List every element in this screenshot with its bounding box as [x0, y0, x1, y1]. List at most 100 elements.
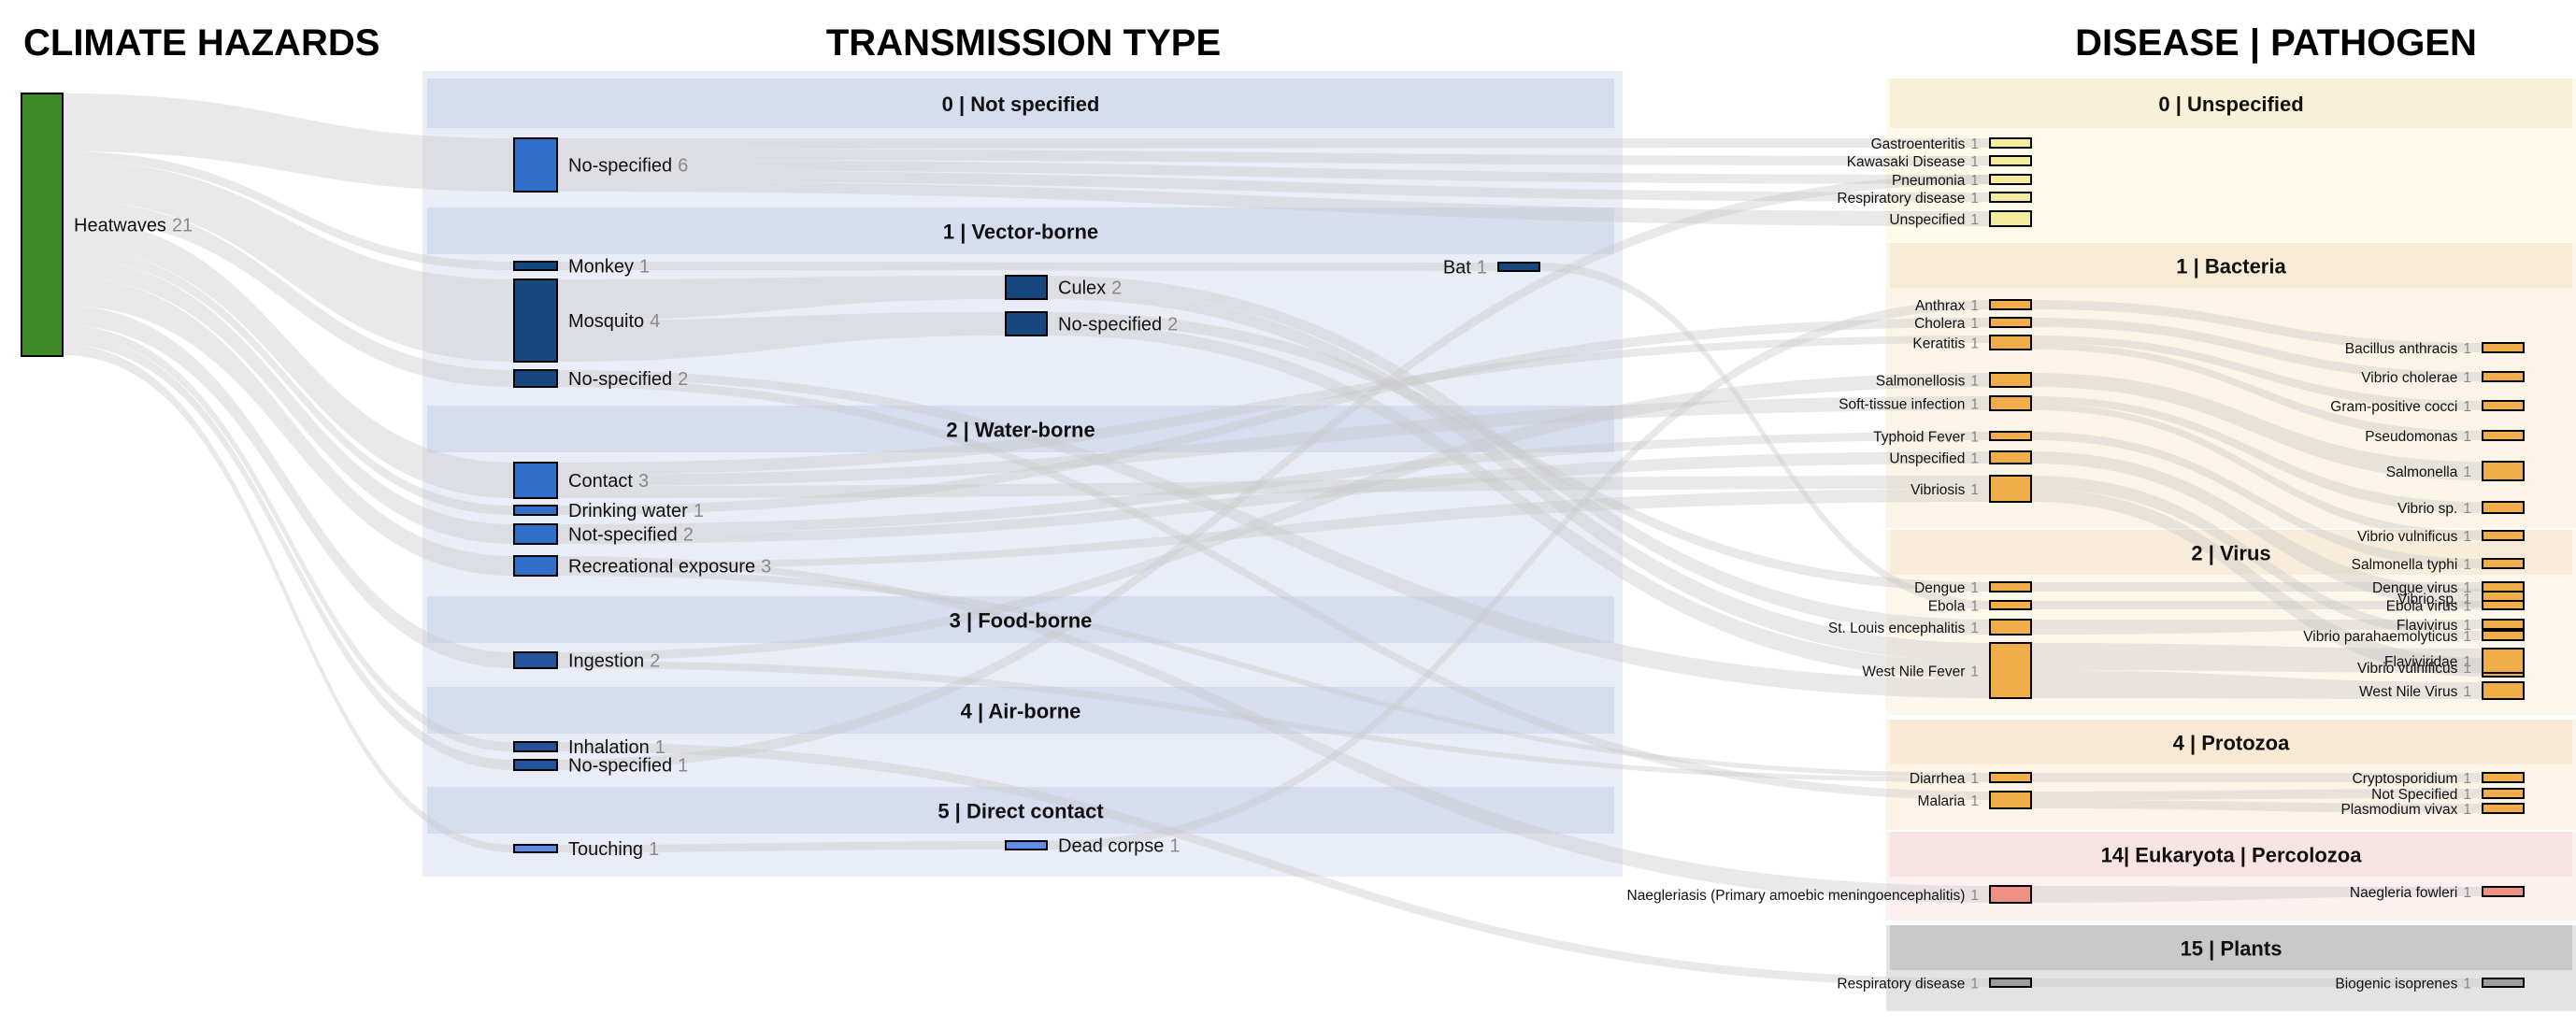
flow-link-respdiseasep-biogenic[interactable]: [2031, 978, 2483, 987]
node-vibriosp1[interactable]: [2482, 501, 2525, 514]
flow-link-contact-keratitis[interactable]: [557, 336, 1990, 475]
node-respdisease0[interactable]: [1989, 192, 2032, 203]
node-malaria[interactable]: [1989, 791, 2032, 809]
node-flaviviridae[interactable]: [2482, 648, 2525, 674]
flow-link-monkey-bat[interactable]: [557, 262, 1498, 271]
node-denguevirus[interactable]: [2482, 581, 2525, 593]
flow-link-ns6-pneumonia[interactable]: [557, 160, 1990, 184]
flow-link-dengue-denguevirus[interactable]: [2031, 582, 2483, 592]
flow-link-heatwaves-ingestion[interactable]: [63, 306, 514, 668]
flow-link-recreational-naegleriasis[interactable]: [557, 556, 1990, 903]
flow-link-heatwaves-nsvec[interactable]: [63, 200, 514, 387]
node-nfowleri[interactable]: [2482, 886, 2525, 897]
node-typhoid[interactable]: [1989, 431, 2032, 441]
flow-link-culex-stlouis[interactable]: [1047, 276, 1990, 635]
flow-link-contact-softtissue[interactable]: [557, 396, 1990, 486]
flow-link-typhoid-styphi[interactable]: [2031, 432, 2483, 568]
flow-link-nsvec-wnf[interactable]: [557, 370, 1990, 698]
node-contact[interactable]: [513, 462, 558, 499]
node-gastro[interactable]: [1989, 137, 2032, 149]
flow-link-drinking-cholera[interactable]: [557, 318, 1990, 515]
node-nswater[interactable]: [513, 523, 558, 545]
flow-link-diarrhea-crypto[interactable]: [2031, 773, 2483, 782]
node-culex[interactable]: [1005, 275, 1048, 300]
node-bacillus[interactable]: [2482, 342, 2525, 353]
flow-link-ns6-kawasaki[interactable]: [557, 149, 1990, 165]
node-respdiseasep[interactable]: [1989, 978, 2032, 988]
flow-link-vibriosis-vparahaem[interactable]: [2031, 476, 2483, 640]
flow-link-touching-deadcorpse[interactable]: [557, 841, 1006, 852]
flow-link-salmonellosis-salmonella[interactable]: [2031, 373, 2483, 480]
node-nsvec2[interactable]: [1005, 311, 1048, 336]
node-unspecified0[interactable]: [1989, 210, 2032, 227]
flow-link-heatwaves-nsair[interactable]: [63, 335, 514, 770]
node-salmonella[interactable]: [2482, 461, 2525, 481]
flow-link-inhalation-respdiseasep[interactable]: [557, 742, 1990, 987]
flow-link-ns6-respdisease0[interactable]: [557, 170, 1990, 202]
node-monkey[interactable]: [513, 261, 558, 271]
node-diarrhea[interactable]: [1989, 772, 2032, 783]
flow-link-nswater-unspecifiedb[interactable]: [557, 451, 1990, 544]
node-gramcocci[interactable]: [2482, 400, 2525, 411]
flow-link-nsair-pneumonia[interactable]: [557, 175, 1990, 770]
flow-link-nsvec2-dengue[interactable]: [1047, 312, 1990, 592]
node-salmonellosis[interactable]: [1989, 372, 2032, 388]
flow-link-ns6-unspecified0[interactable]: [557, 181, 1990, 226]
node-ingestion[interactable]: [513, 651, 558, 669]
node-nsair[interactable]: [513, 759, 558, 771]
flow-link-heatwaves-touching[interactable]: [63, 345, 514, 852]
node-unspecifiedb[interactable]: [1989, 450, 2032, 464]
node-vibriosis[interactable]: [1989, 475, 2032, 503]
node-ebola[interactable]: [1989, 600, 2032, 610]
node-bat[interactable]: [1497, 262, 1540, 272]
node-stlouis[interactable]: [1989, 619, 2032, 635]
flow-link-ingestion-diarrhea[interactable]: [557, 661, 1990, 782]
node-flavivirus[interactable]: [2482, 619, 2525, 630]
node-crypto[interactable]: [2482, 772, 2525, 783]
flow-link-heatwaves-recreational[interactable]: [63, 277, 514, 576]
node-naegleriasis[interactable]: [1989, 885, 2032, 904]
flow-link-mosquito-culex[interactable]: [557, 276, 1006, 321]
node-cholera[interactable]: [1989, 317, 2032, 328]
node-wnv[interactable]: [2482, 681, 2525, 700]
flow-link-cholera-vcholerae[interactable]: [2031, 318, 2483, 381]
flow-link-malaria-notspecifiedp[interactable]: [2031, 789, 2483, 800]
node-heatwaves[interactable]: [21, 93, 64, 357]
node-ns6[interactable]: [513, 137, 558, 193]
node-inhalation[interactable]: [513, 741, 558, 752]
flow-link-bat-ebola[interactable]: [1539, 263, 1990, 609]
flow-link-unspecifiedb-vibriosp2[interactable]: [2031, 451, 2483, 607]
flow-link-ns6-gastro[interactable]: [557, 138, 1990, 149]
node-biogenic[interactable]: [2482, 978, 2525, 988]
node-vvulnificus1[interactable]: [2482, 530, 2525, 541]
node-kawasaki[interactable]: [1989, 155, 2032, 166]
node-drinking[interactable]: [513, 505, 558, 516]
flow-link-heatwaves-nswater[interactable]: [63, 258, 514, 544]
flow-link-softtissue-vvulnificus1[interactable]: [2031, 404, 2483, 540]
flow-link-softtissue-vibriosp1[interactable]: [2031, 396, 2483, 513]
node-anthrax[interactable]: [1989, 299, 2032, 310]
node-mosquito[interactable]: [513, 278, 558, 363]
node-dengue[interactable]: [1989, 581, 2032, 593]
flow-link-nsvec2-wnf[interactable]: [1047, 323, 1990, 679]
flow-link-heatwaves-monkey[interactable]: [63, 151, 514, 270]
flow-link-culex-wnf[interactable]: [1047, 287, 1990, 662]
flow-link-keratitis-pseudomonas[interactable]: [2031, 343, 2483, 440]
flow-link-keratitis-gramcocci[interactable]: [2031, 336, 2483, 410]
node-deadcorpse[interactable]: [1005, 840, 1048, 850]
flow-link-nsvec-malaria[interactable]: [557, 378, 1990, 800]
flow-link-heatwaves-ns6[interactable]: [63, 93, 514, 192]
flow-link-wnf-wnv[interactable]: [2031, 670, 2483, 699]
node-pvivax[interactable]: [2482, 803, 2525, 814]
node-pneumonia[interactable]: [1989, 174, 2032, 185]
flow-link-vibriosis-vvulnificus2[interactable]: [2031, 489, 2483, 677]
node-ebolavirus[interactable]: [2482, 600, 2525, 610]
flow-link-nswater-typhoid[interactable]: [557, 432, 1990, 535]
flow-link-heatwaves-mosquito[interactable]: [63, 161, 514, 362]
flow-link-stlouis-flavivirus[interactable]: [2031, 620, 2483, 635]
flow-link-naegleriasis-nfowleri[interactable]: [2031, 886, 2483, 903]
flow-link-contact-vibriosis[interactable]: [557, 476, 1990, 498]
flow-link-mosquito-nsvec2[interactable]: [557, 312, 1006, 362]
flow-link-wnf-flaviviridae[interactable]: [2031, 643, 2483, 673]
node-softtissue[interactable]: [1989, 395, 2032, 411]
